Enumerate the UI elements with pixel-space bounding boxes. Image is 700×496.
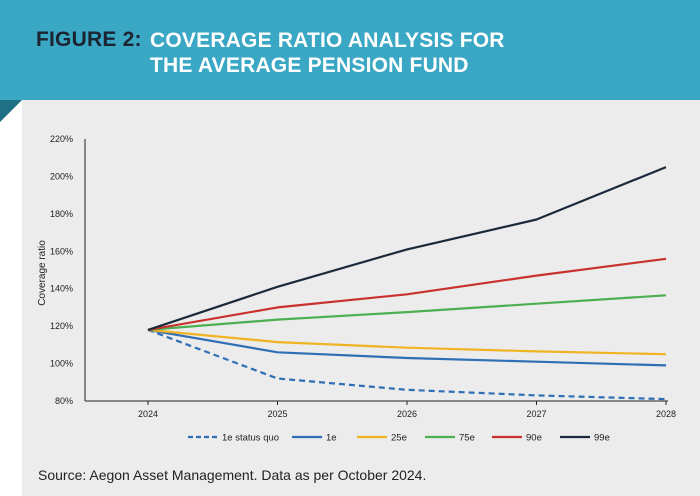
legend-label: 99e [594, 433, 610, 444]
y-tick-label: 80% [55, 396, 73, 406]
series-line-25e [147, 328, 667, 356]
x-tick-label: 2024 [138, 409, 158, 419]
chart-axes: 80% 100% 120% 140% 160% 180% 200% 220% 2024 2025 2… [37, 134, 676, 419]
legend-label: 1e status quo [222, 433, 279, 444]
figure-label: FIGURE 2: [36, 28, 142, 51]
y-tick-label: 100% [50, 359, 73, 369]
x-tick-label: 2026 [397, 409, 417, 419]
legend-label: 90e [526, 433, 542, 444]
figure-title-line-1: COVERAGE RATIO ANALYSIS FOR [150, 29, 505, 52]
chart-legend: 1e status quo 1e 25e 75e 90e 99e [188, 433, 610, 444]
y-tick-label: 200% [50, 171, 73, 181]
header-fold-corner [0, 100, 22, 122]
figure-header [0, 0, 700, 100]
chart-series [147, 166, 667, 401]
x-tick-label: 2027 [526, 409, 546, 419]
figure-title-line-2: THE AVERAGE PENSION FUND [150, 54, 469, 77]
source-note: Source: Aegon Asset Management. Data as … [38, 467, 427, 483]
y-tick-label: 120% [50, 321, 73, 331]
y-tick-label: 180% [50, 209, 73, 219]
legend-label: 25e [391, 433, 407, 444]
legend-label: 1e [326, 433, 337, 444]
figure-title: COVERAGE RATIO ANALYSIS FOR THE AVERAGE … [150, 28, 570, 78]
legend-label: 75e [459, 433, 475, 444]
series-line-1e [147, 328, 667, 367]
series-line-99e [147, 166, 667, 331]
series-line-75e [147, 294, 667, 331]
y-tick-label: 160% [50, 246, 73, 256]
y-axis-title: Coverage ratio [37, 240, 48, 306]
y-tick-label: 220% [50, 134, 73, 144]
series-line-90e [147, 257, 667, 331]
x-tick-label: 2028 [656, 409, 676, 419]
series-line-1e-status-quo [147, 328, 667, 401]
y-tick-label: 140% [50, 284, 73, 294]
x-tick-label: 2025 [267, 409, 287, 419]
